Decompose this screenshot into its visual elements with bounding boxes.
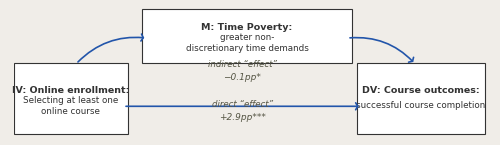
Text: direct “effect”: direct “effect” (212, 100, 273, 109)
Text: DV: Course outcomes:: DV: Course outcomes: (362, 86, 480, 95)
Text: IV: Online enrollment:: IV: Online enrollment: (12, 86, 130, 95)
Text: M: Time Poverty:: M: Time Poverty: (202, 23, 292, 32)
Text: −0.1pp*: −0.1pp* (224, 73, 262, 82)
Text: indirect “effect”: indirect “effect” (208, 60, 277, 69)
Text: Selecting at least one
online course: Selecting at least one online course (23, 96, 118, 116)
Text: +2.9pp***: +2.9pp*** (219, 113, 266, 122)
FancyBboxPatch shape (356, 62, 486, 134)
Text: successful course completion: successful course completion (356, 101, 486, 110)
Text: greater non-
discretionary time demands: greater non- discretionary time demands (186, 33, 308, 53)
FancyBboxPatch shape (142, 9, 352, 62)
FancyBboxPatch shape (14, 62, 128, 134)
